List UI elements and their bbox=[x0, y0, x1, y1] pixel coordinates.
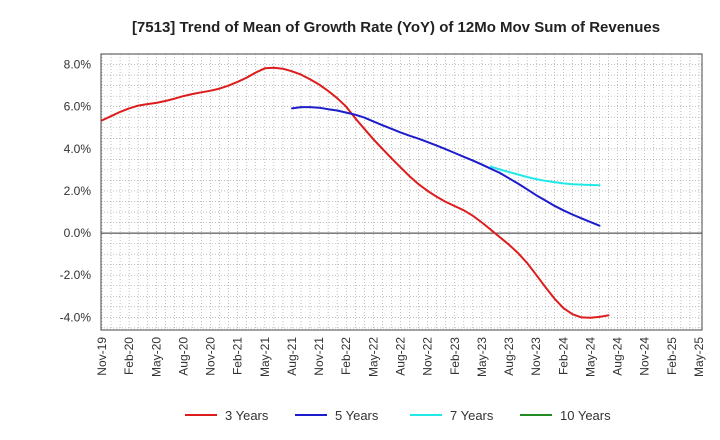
y-tick-label: 8.0% bbox=[64, 58, 92, 72]
legend-label-5-years: 5 Years bbox=[335, 408, 379, 423]
x-tick-label: May-23 bbox=[475, 337, 489, 377]
plot-area bbox=[101, 54, 702, 330]
x-tick-label: Nov-22 bbox=[421, 337, 435, 376]
chart-title: [7513] Trend of Mean of Growth Rate (YoY… bbox=[132, 19, 660, 36]
x-tick-label: Nov-19 bbox=[95, 337, 109, 376]
x-tick-label: Aug-21 bbox=[285, 337, 299, 376]
y-tick-label: 0.0% bbox=[64, 226, 92, 240]
x-tick-label: May-21 bbox=[258, 337, 272, 377]
y-tick-labels: 8.0% 6.0% 4.0% 2.0% 0.0% -2.0% -4.0% bbox=[60, 58, 92, 325]
x-tick-label: Aug-22 bbox=[394, 337, 408, 376]
legend-label-3-years: 3 Years bbox=[225, 408, 269, 423]
x-tick-label: May-20 bbox=[149, 337, 163, 377]
x-tick-label: Nov-20 bbox=[204, 337, 218, 376]
x-tick-label: Aug-23 bbox=[502, 337, 516, 376]
x-tick-label: Nov-24 bbox=[638, 337, 652, 376]
y-tick-label: -2.0% bbox=[60, 268, 92, 282]
x-tick-label: Feb-21 bbox=[231, 337, 245, 375]
x-tick-label: Feb-22 bbox=[339, 337, 353, 375]
x-tick-label: May-24 bbox=[583, 337, 597, 377]
y-tick-label: 6.0% bbox=[64, 100, 92, 114]
legend-label-7-years: 7 Years bbox=[450, 408, 494, 423]
x-tick-label: Aug-24 bbox=[611, 337, 625, 376]
x-tick-label: Nov-23 bbox=[529, 337, 543, 376]
x-tick-labels: Nov-19 Feb-20 May-20 Aug-20 Nov-20 Feb-21 May-… bbox=[95, 337, 706, 377]
series-group bbox=[101, 66, 610, 319]
legend-label-10-years: 10 Years bbox=[560, 408, 611, 423]
x-tick-label: Aug-20 bbox=[176, 337, 190, 376]
series-line-7-years bbox=[490, 165, 601, 187]
y-tick-label: 2.0% bbox=[64, 184, 92, 198]
x-tick-label: May-25 bbox=[692, 337, 706, 377]
x-tick-label: Feb-24 bbox=[556, 337, 570, 375]
y-tick-label: 4.0% bbox=[64, 142, 92, 156]
x-tick-label: Feb-23 bbox=[448, 337, 462, 375]
series-line-3-years bbox=[101, 66, 610, 319]
x-tick-label: Feb-25 bbox=[665, 337, 679, 375]
series-line-5-years bbox=[291, 106, 601, 227]
grid bbox=[101, 53, 702, 330]
x-tick-label: Nov-21 bbox=[312, 337, 326, 376]
y-tick-label: -4.0% bbox=[60, 310, 92, 324]
plot-frame bbox=[100, 53, 703, 331]
x-tick-label: May-22 bbox=[366, 337, 380, 377]
x-tick-label: Feb-20 bbox=[122, 337, 136, 375]
legend: 3 Years 5 Years 7 Years 10 Years bbox=[185, 408, 611, 423]
